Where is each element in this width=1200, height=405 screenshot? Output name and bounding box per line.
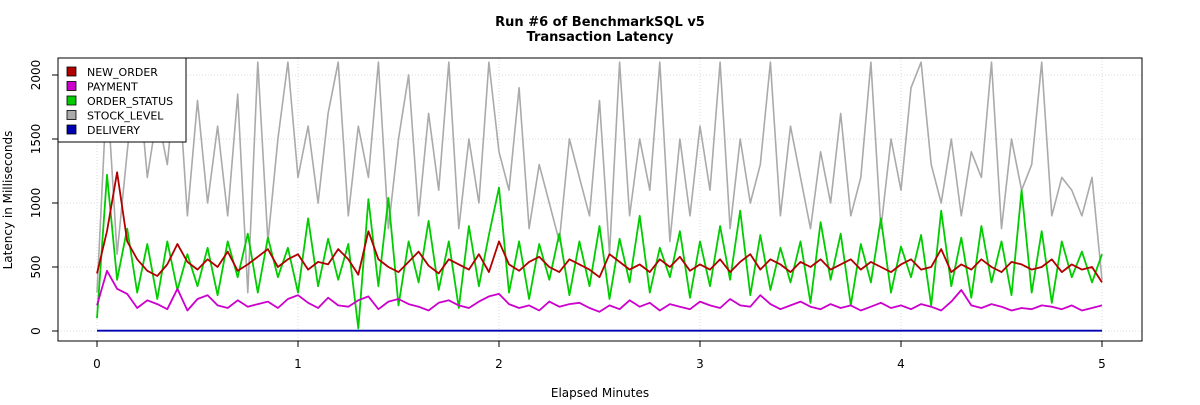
x-axis-label: Elapsed Minutes — [551, 386, 649, 400]
chart-subtitle: Transaction Latency — [527, 30, 675, 45]
y-axis: 0 500 1000 1500 2000 — [29, 60, 58, 335]
y-tick-label: 500 — [29, 256, 43, 279]
x-tick-label: 3 — [696, 357, 704, 371]
legend-swatch — [66, 66, 77, 77]
legend-label: DELIVERY — [87, 124, 140, 137]
x-tick-label: 5 — [1098, 357, 1106, 371]
plot-frame — [57, 57, 1143, 342]
y-tick-label: 2000 — [29, 60, 43, 91]
x-tick-label: 1 — [294, 357, 302, 371]
series-line-payment — [96, 269, 1103, 313]
series-line-order-status — [96, 173, 1103, 330]
y-axis-label: Latency in Milliseconds — [1, 131, 15, 270]
series-lines — [96, 61, 1103, 332]
x-axis: 0 1 2 3 4 5 — [93, 341, 1106, 371]
series-line-new-order — [96, 171, 1103, 283]
legend-swatch — [66, 81, 77, 91]
y-tick-label: 1000 — [29, 188, 43, 219]
legend-box — [57, 57, 187, 143]
y-tick-label: 0 — [29, 327, 43, 335]
legend-label: PAYMENT — [87, 81, 138, 94]
legend-swatch — [66, 124, 77, 135]
legend-label: ORDER_STATUS — [87, 95, 173, 108]
legend-swatch — [66, 95, 77, 106]
legend-swatch — [66, 110, 77, 120]
chart-title: Run #6 of BenchmarkSQL v5 — [495, 15, 705, 30]
x-tick-label: 4 — [897, 357, 905, 371]
legend-label: NEW_ORDER — [87, 66, 158, 79]
legend-label: STOCK_LEVEL — [87, 110, 164, 123]
x-tick-label: 0 — [93, 357, 101, 371]
x-tick-label: 2 — [495, 357, 503, 371]
series-line-stock-level — [96, 61, 1103, 294]
y-tick-label: 1500 — [29, 124, 43, 155]
